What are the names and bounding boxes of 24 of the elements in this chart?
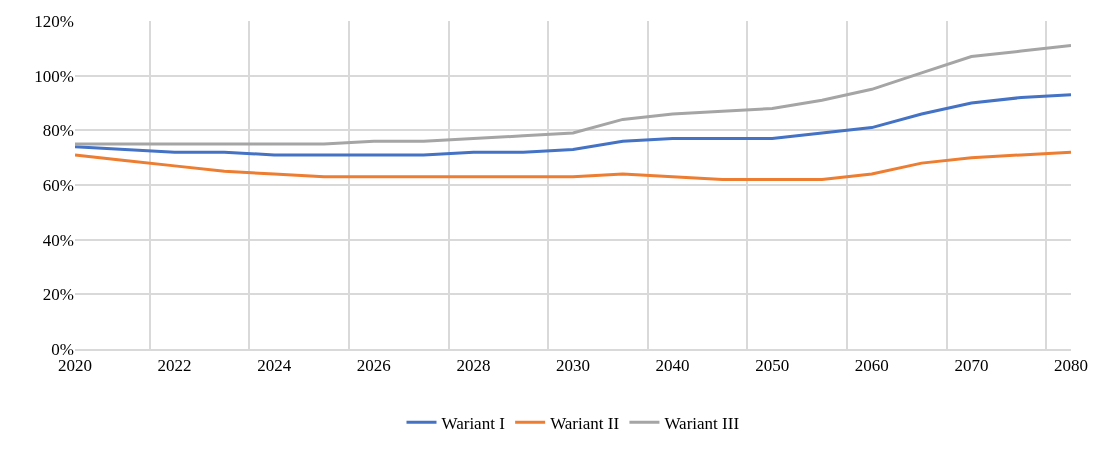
x-tick-label: 2028 bbox=[456, 356, 491, 376]
x-tick-label: 2080 bbox=[1054, 356, 1088, 376]
y-tick-label: 20% bbox=[42, 285, 74, 305]
legend-label: Wariant II bbox=[550, 413, 620, 433]
y-tick-label: 60% bbox=[42, 175, 74, 195]
x-tick-label: 2024 bbox=[257, 356, 292, 376]
y-tick-label: 0% bbox=[51, 339, 74, 359]
x-tick-label: 2022 bbox=[157, 356, 192, 376]
line-series bbox=[75, 44, 1071, 146]
y-tick-label: 80% bbox=[42, 121, 74, 141]
y-tick-label: 40% bbox=[42, 230, 74, 250]
x-tick-label: 2026 bbox=[356, 356, 391, 376]
x-tick-label: 2020 bbox=[58, 356, 92, 376]
x-tick-label: 2050 bbox=[755, 356, 790, 376]
y-tick-label: 120% bbox=[34, 11, 74, 31]
x-tick-label: 2070 bbox=[954, 356, 989, 376]
line-series bbox=[75, 150, 1071, 182]
legend-label: Wariant I bbox=[441, 413, 506, 433]
line-series bbox=[75, 93, 1071, 157]
x-tick-label: 2040 bbox=[655, 356, 690, 376]
x-tick-label: 2030 bbox=[556, 356, 590, 376]
y-tick-label: 100% bbox=[34, 66, 74, 86]
x-tick-label: 2060 bbox=[854, 356, 889, 376]
legend-label: Wariant III bbox=[664, 413, 740, 433]
